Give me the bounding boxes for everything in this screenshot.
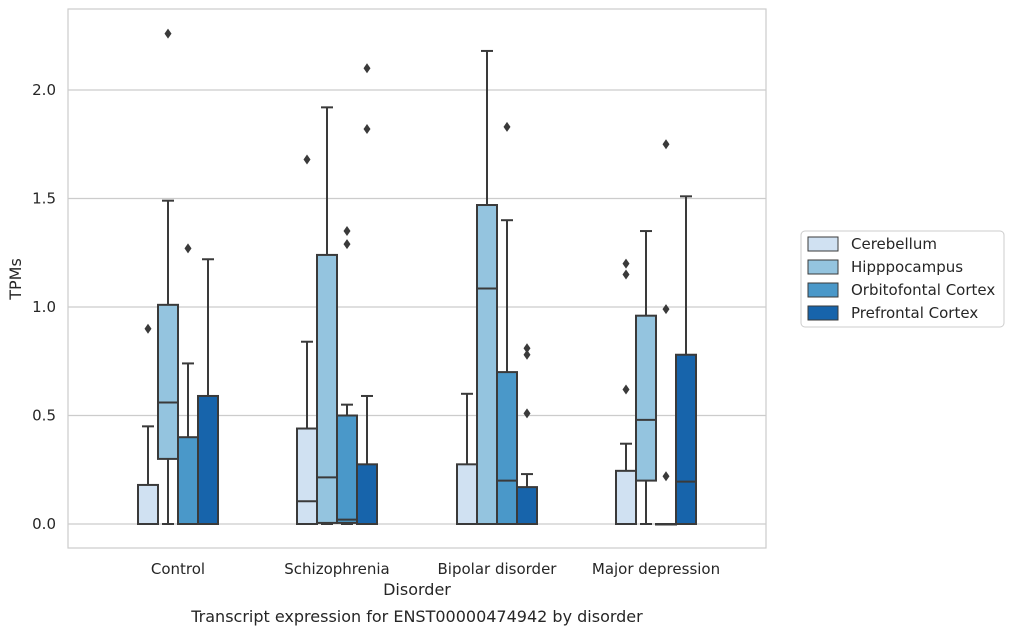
box [177,436,199,526]
box [296,427,318,525]
x-tick-label: Schizophrenia [284,560,389,578]
outlier-point [303,154,311,165]
x-tick-label: Major depression [592,560,720,578]
box [157,303,179,460]
legend-label: Cerebellum [851,235,937,253]
box-group [356,63,378,526]
legend-label: Prefrontal Cortex [851,304,978,322]
outlier-point [662,471,670,482]
legend-label: Orbitofontal Cortex [851,281,995,299]
box-group [516,343,538,525]
y-tick-label: 2.0 [32,81,56,99]
box-group [137,323,159,526]
outlier-point [184,243,192,254]
outlier-point [662,139,670,150]
box-group [655,139,677,526]
y-tick-labels: 0.0 0.5 1.0 1.5 2.0 [32,81,56,533]
box [137,483,159,526]
x-axis-title: Disorder [383,580,451,599]
outlier-point [144,323,152,334]
outlier-point [343,239,351,250]
legend-frame [800,230,1005,328]
box [516,486,538,525]
box [675,353,697,525]
box [635,314,657,482]
figure-caption: Transcript expression for ENST0000047494… [190,607,643,626]
outlier-point [622,258,630,269]
y-tick-label: 1.0 [32,298,56,316]
box-group [177,243,199,526]
box [456,463,478,526]
outlier-point [523,343,531,354]
box [615,469,637,525]
legend-swatch [807,259,839,275]
box [476,204,498,525]
outlier-point [164,28,172,39]
y-tick-label: 1.5 [32,190,56,208]
box-layer [137,28,697,526]
x-tick-labels: Control Schizophrenia Bipolar disorder Majo… [151,560,720,578]
box-group [296,154,318,525]
box-group [336,226,358,525]
outlier-point [523,408,531,419]
box [336,414,358,524]
legend-swatch [807,305,839,321]
outlier-point [523,349,531,360]
legend-label: Hipppocampus [851,258,963,276]
box-group [496,121,518,525]
y-axis-title: TPMs [6,258,25,301]
box-group [456,392,478,526]
box-group [476,49,498,525]
box [197,394,219,525]
box-group [615,258,637,525]
y-tick-label: 0.5 [32,407,56,425]
x-tick-label: Control [151,560,205,578]
legend: Cerebellum Hipppocampus Orbitofontal Corte… [800,230,1005,328]
outlier-point [363,124,371,135]
outlier-point [622,384,630,395]
outlier-point [662,304,670,315]
legend-swatch [807,282,839,298]
box [496,371,518,525]
x-tick-label: Bipolar disorder [438,560,558,578]
outlier-point [343,226,351,237]
box-group [197,258,219,525]
box-group [675,195,697,525]
box-group [635,230,657,525]
box-group [157,28,179,525]
legend-swatch [807,236,839,252]
box-group [316,106,338,525]
outlier-point [363,63,371,74]
y-tick-label: 0.0 [32,515,56,533]
outlier-point [622,269,630,280]
plot-frame [67,8,767,549]
box [316,253,338,524]
outlier-point [503,121,511,132]
box [356,463,378,526]
